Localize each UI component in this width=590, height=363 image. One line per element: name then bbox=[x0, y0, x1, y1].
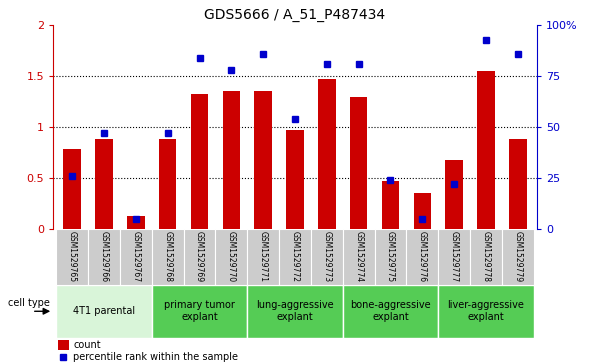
Bar bbox=[350, 97, 368, 229]
Bar bbox=[509, 139, 526, 229]
Text: GSM1529770: GSM1529770 bbox=[227, 231, 236, 282]
Text: GSM1529776: GSM1529776 bbox=[418, 231, 427, 282]
Title: GDS5666 / A_51_P487434: GDS5666 / A_51_P487434 bbox=[205, 8, 385, 22]
Bar bbox=[152, 285, 247, 338]
Bar bbox=[64, 150, 81, 229]
Text: GSM1529774: GSM1529774 bbox=[354, 231, 363, 282]
Text: GSM1529768: GSM1529768 bbox=[163, 231, 172, 282]
Bar bbox=[222, 91, 240, 229]
Bar bbox=[152, 229, 183, 285]
Bar bbox=[286, 130, 304, 229]
Bar bbox=[127, 216, 145, 229]
Text: GSM1529779: GSM1529779 bbox=[513, 231, 522, 282]
Text: 4T1 parental: 4T1 parental bbox=[73, 306, 135, 316]
Text: GSM1529769: GSM1529769 bbox=[195, 231, 204, 282]
Bar bbox=[159, 139, 176, 229]
Bar bbox=[183, 229, 215, 285]
Bar bbox=[445, 160, 463, 229]
Bar bbox=[414, 193, 431, 229]
Text: GSM1529765: GSM1529765 bbox=[68, 231, 77, 282]
Text: primary tumor
explant: primary tumor explant bbox=[164, 301, 235, 322]
Bar bbox=[247, 285, 343, 338]
Bar bbox=[343, 229, 375, 285]
Bar bbox=[254, 91, 272, 229]
Bar bbox=[438, 285, 534, 338]
Bar bbox=[247, 229, 279, 285]
Bar bbox=[407, 229, 438, 285]
Bar bbox=[343, 285, 438, 338]
Text: GSM1529772: GSM1529772 bbox=[290, 231, 300, 282]
Text: GSM1529777: GSM1529777 bbox=[450, 231, 458, 282]
Bar bbox=[470, 229, 502, 285]
Bar bbox=[191, 94, 208, 229]
Bar bbox=[56, 229, 88, 285]
Text: GSM1529773: GSM1529773 bbox=[322, 231, 332, 282]
Bar bbox=[382, 181, 399, 229]
Bar bbox=[438, 229, 470, 285]
Bar bbox=[375, 229, 407, 285]
Bar bbox=[318, 79, 336, 229]
Text: GSM1529771: GSM1529771 bbox=[258, 231, 268, 282]
Bar bbox=[279, 229, 311, 285]
Bar bbox=[120, 229, 152, 285]
Text: percentile rank within the sample: percentile rank within the sample bbox=[73, 352, 238, 362]
Text: GSM1529766: GSM1529766 bbox=[100, 231, 109, 282]
Text: count: count bbox=[73, 340, 101, 350]
Bar bbox=[215, 229, 247, 285]
Text: GSM1529778: GSM1529778 bbox=[481, 231, 490, 282]
Bar bbox=[88, 229, 120, 285]
Bar bbox=[502, 229, 534, 285]
Bar bbox=[477, 71, 495, 229]
Text: bone-aggressive
explant: bone-aggressive explant bbox=[350, 301, 431, 322]
Text: liver-aggressive
explant: liver-aggressive explant bbox=[448, 301, 525, 322]
Text: lung-aggressive
explant: lung-aggressive explant bbox=[256, 301, 334, 322]
Text: GSM1529767: GSM1529767 bbox=[132, 231, 140, 282]
Bar bbox=[56, 285, 152, 338]
Bar bbox=[95, 139, 113, 229]
Bar bbox=[311, 229, 343, 285]
Text: GSM1529775: GSM1529775 bbox=[386, 231, 395, 282]
Bar bbox=[58, 340, 68, 350]
Text: cell type: cell type bbox=[8, 298, 50, 309]
